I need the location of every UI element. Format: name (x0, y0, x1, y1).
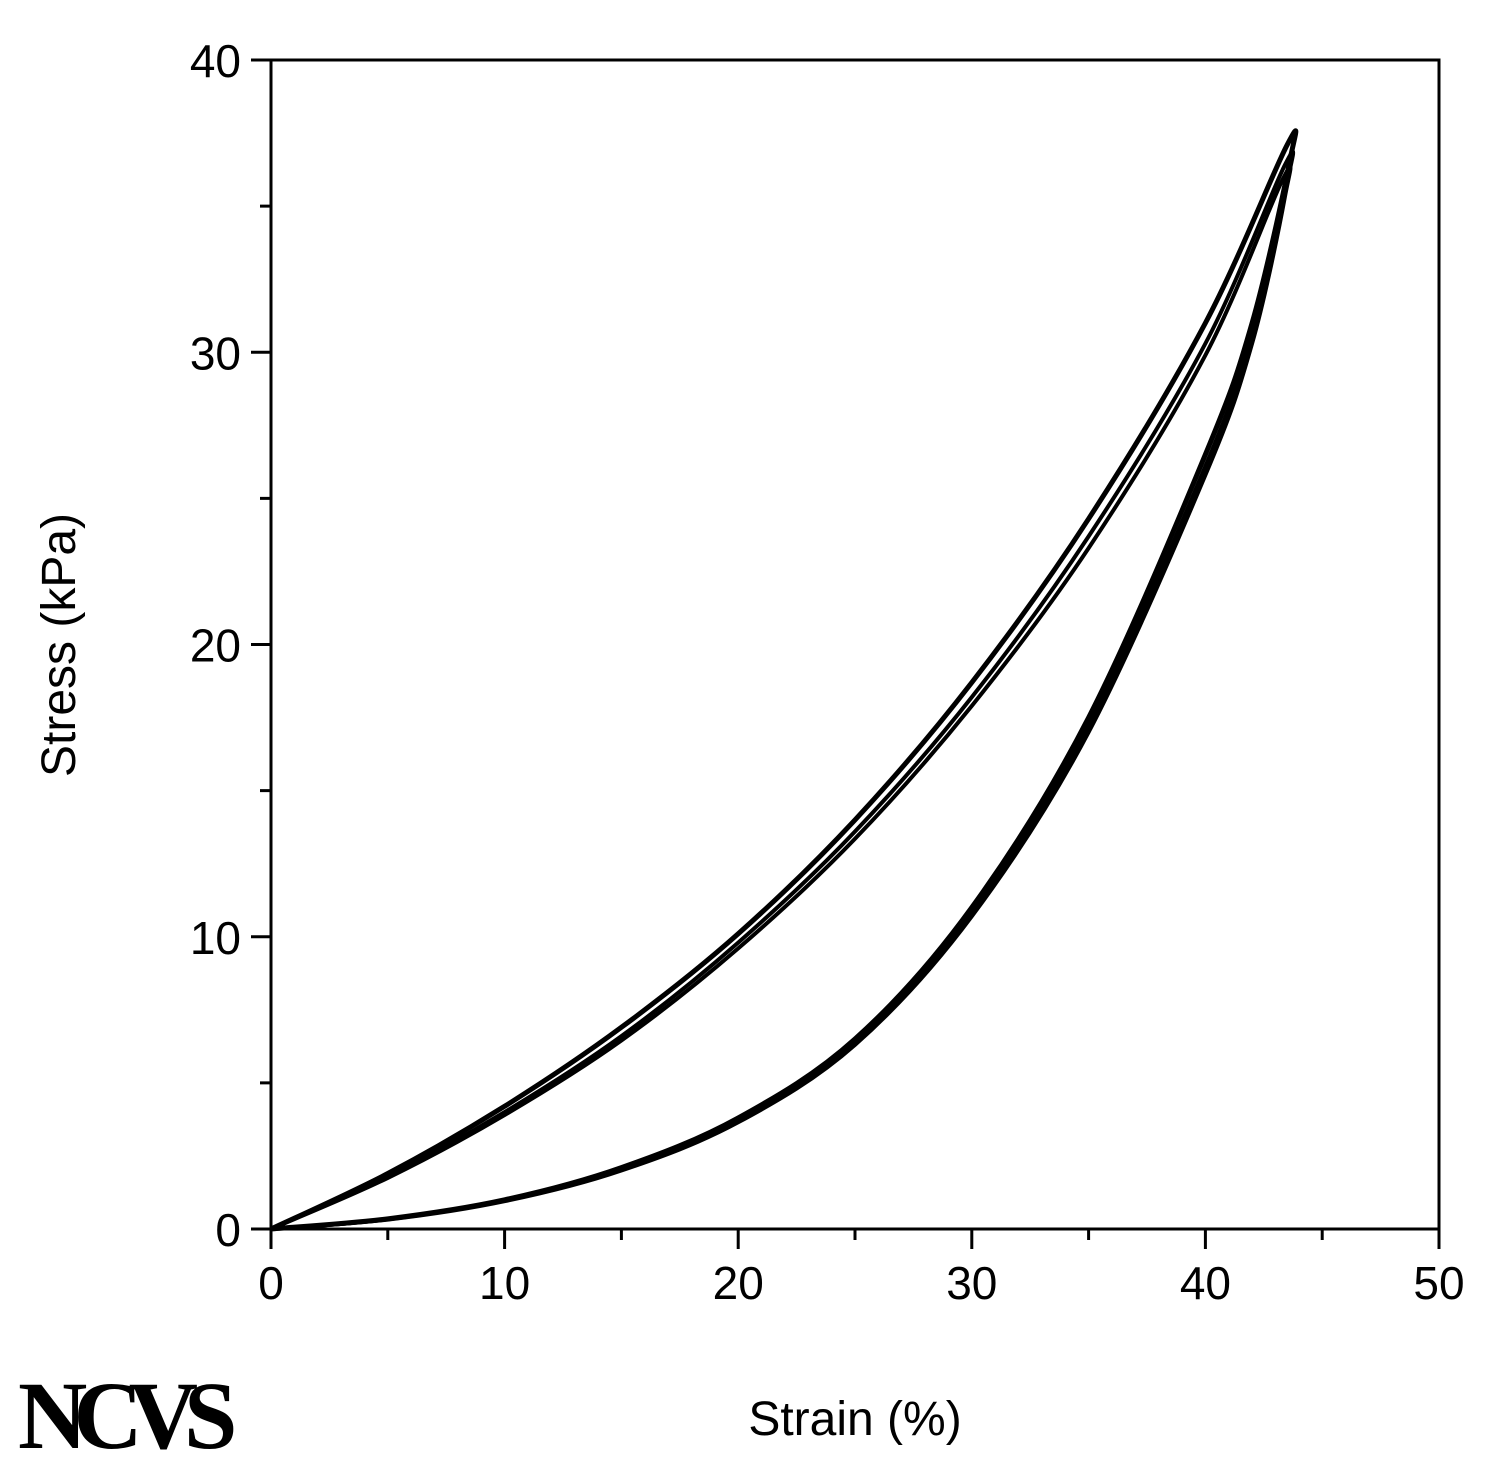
x-tick-label: 30 (946, 1257, 997, 1309)
y-tick-label: 40 (190, 35, 241, 87)
x-tick-label: 40 (1180, 1257, 1231, 1309)
x-tick-label: 10 (479, 1257, 530, 1309)
ncvs-logo: NCVS (18, 1362, 234, 1469)
axis-ticks (251, 58, 1441, 1249)
x-tick-label: 0 (258, 1257, 284, 1309)
y-tick-label: 30 (190, 327, 241, 379)
axis-tick-labels: 0 10 20 30 40 50 0 10 20 30 40 (190, 35, 1465, 1309)
data-series (269, 128, 1299, 1232)
y-axis-label: Stress (kPa) (33, 513, 86, 777)
y-tick-label: 0 (215, 1204, 241, 1256)
x-tick-label: 20 (713, 1257, 764, 1309)
hysteresis-loop-3 (270, 164, 1293, 1231)
plot-frame (269, 58, 1441, 1231)
hysteresis-loop-2 (270, 149, 1296, 1231)
y-tick-label: 10 (190, 912, 241, 964)
hysteresis-loop-1 (269, 128, 1299, 1232)
x-tick-label: 50 (1413, 1257, 1464, 1309)
y-tick-label: 20 (190, 620, 241, 672)
x-axis-label: Strain (%) (748, 1393, 961, 1446)
